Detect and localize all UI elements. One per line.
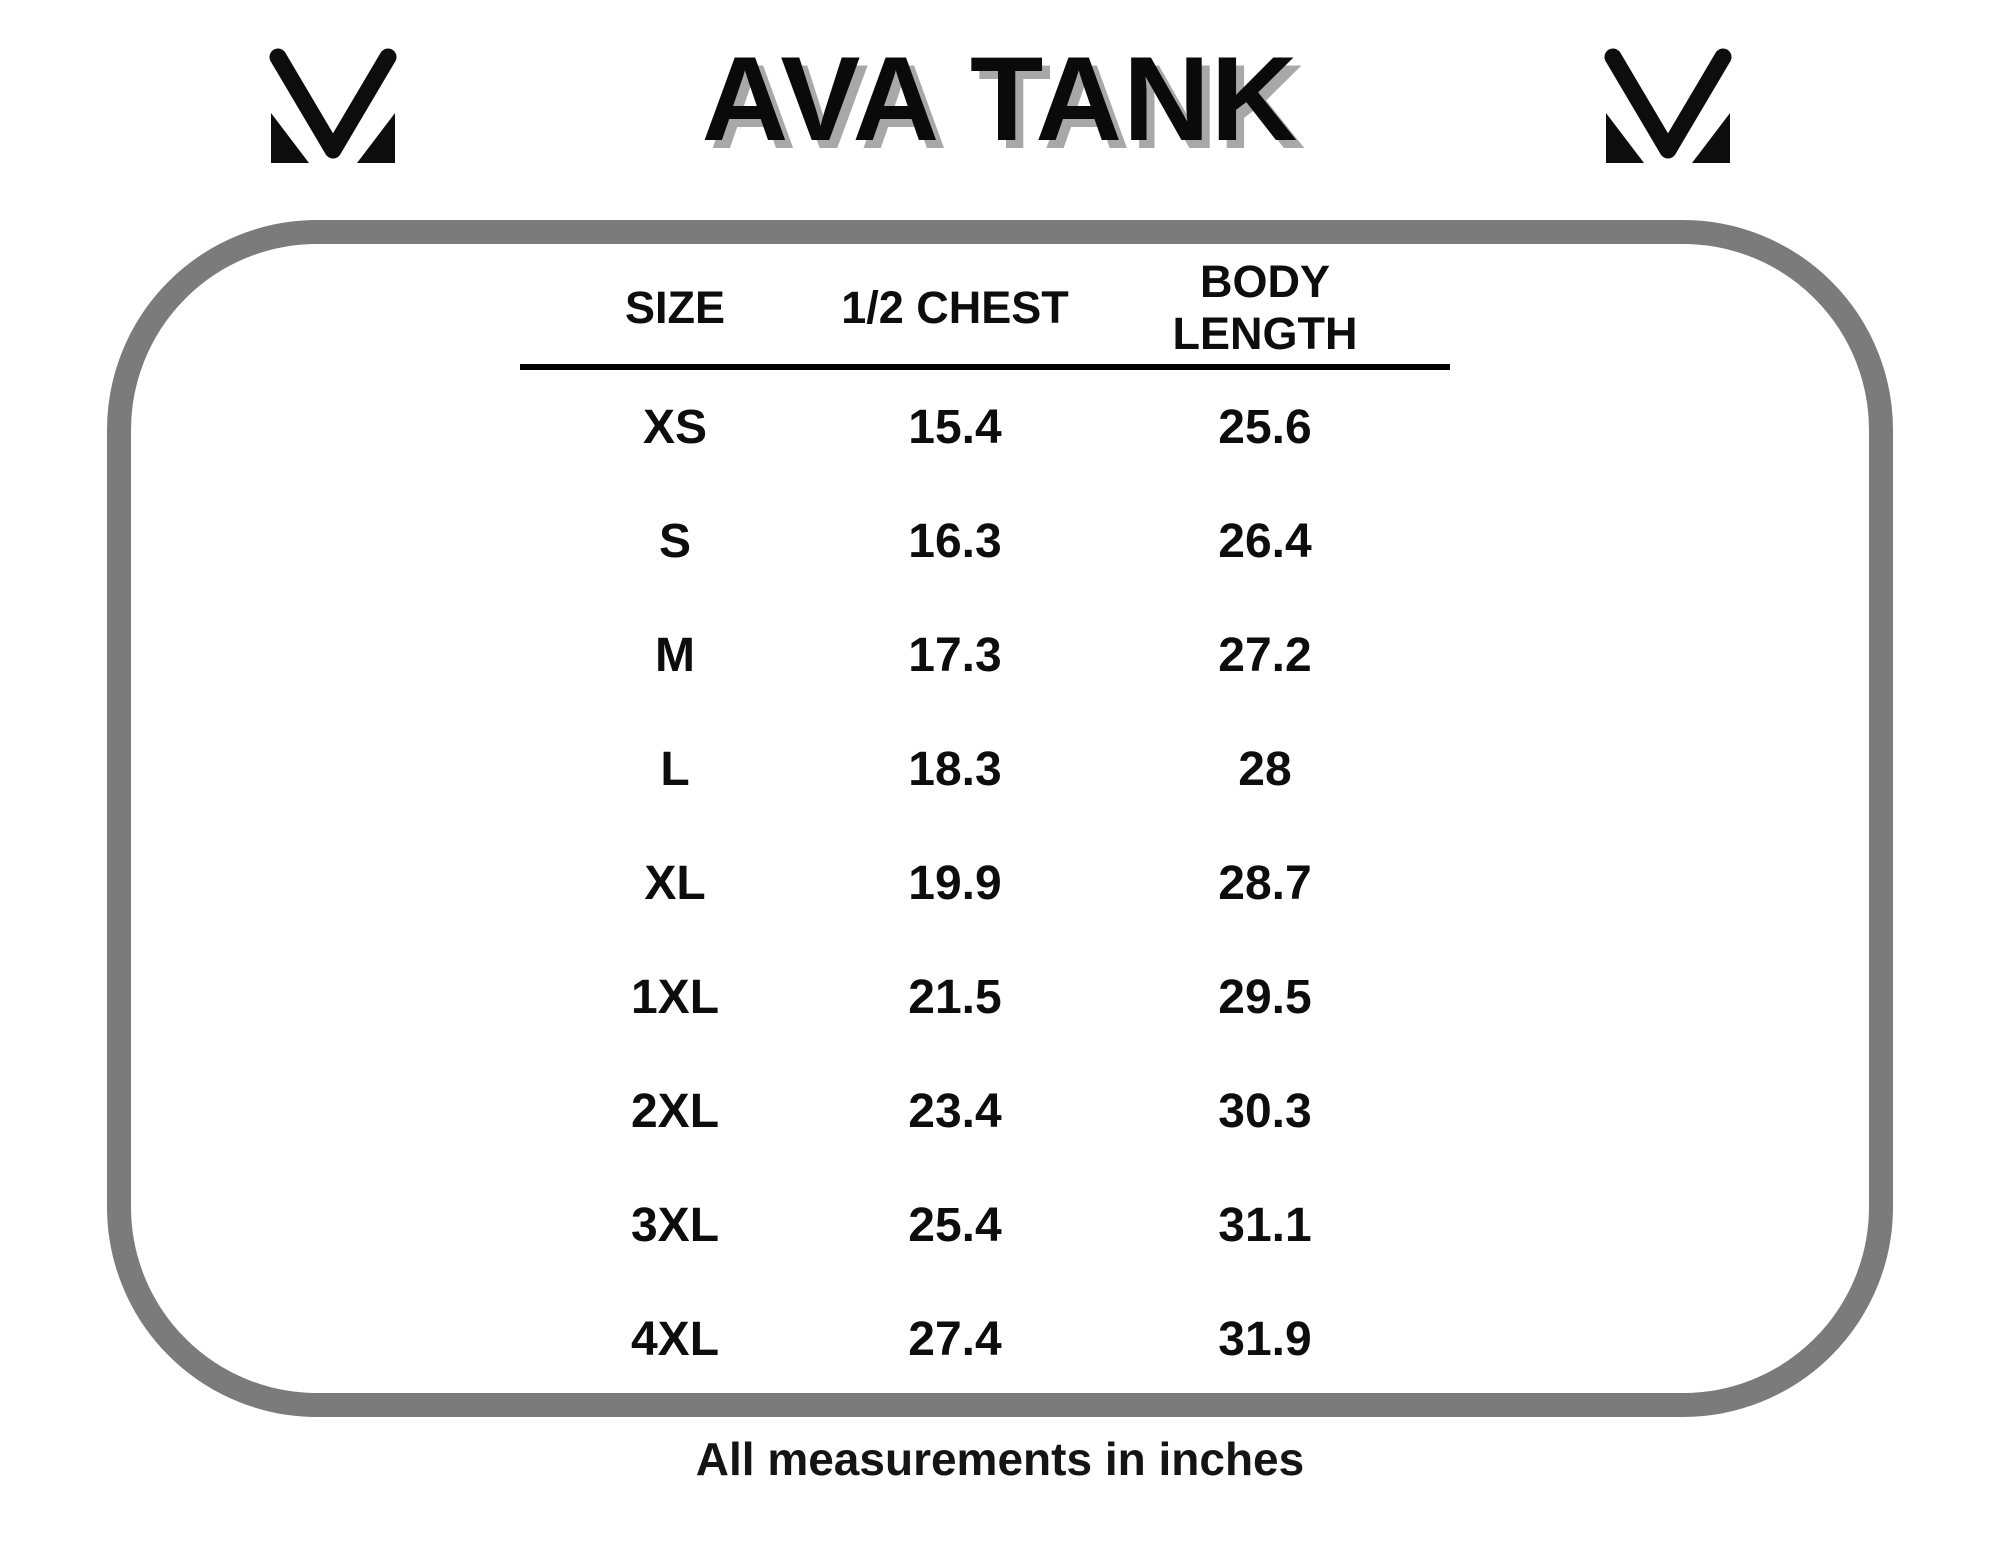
half-chest-cell: 16.3 (908, 514, 1002, 568)
measurements-note: All measurements in inches (695, 1433, 1305, 1485)
column-header-size: SIZE (624, 282, 726, 334)
half-chest-cell: 27.4 (908, 1312, 1002, 1366)
body-length-cell: 31.9 (1218, 1312, 1312, 1366)
body-length-cell: 29.5 (1218, 970, 1312, 1024)
rounded-border-frame (107, 220, 1893, 1417)
size-cell: 3XL (630, 1198, 720, 1252)
half-chest-cell: 18.3 (908, 742, 1002, 796)
half-chest-cell: 23.4 (908, 1084, 1002, 1138)
table-row: XL 19.9 28.7 (520, 826, 1450, 940)
table-row: L 18.3 28 (520, 712, 1450, 826)
column-header-half-chest: 1/2 CHEST (841, 282, 1069, 334)
table-row: 2XL 23.4 30.3 (520, 1054, 1450, 1168)
body-length-cell: 30.3 (1218, 1084, 1312, 1138)
size-table-body: XS 15.4 25.6 S 16.3 26.4 M 17.3 27.2 L 1… (520, 370, 1450, 1396)
column-header-body-length: BODY LENGTH (1172, 256, 1358, 359)
size-cell: 1XL (630, 970, 720, 1024)
half-chest-cell: 21.5 (908, 970, 1002, 1024)
table-row: M 17.3 27.2 (520, 598, 1450, 712)
body-length-cell: 26.4 (1218, 514, 1312, 568)
size-table-header: SIZE 1/2 CHEST BODY LENGTH (520, 252, 1450, 370)
body-length-cell: 27.2 (1218, 628, 1312, 682)
size-cell: M (655, 628, 695, 682)
size-cell: L (660, 742, 690, 796)
table-row: XS 15.4 25.6 (520, 370, 1450, 484)
table-row: S 16.3 26.4 (520, 484, 1450, 598)
half-chest-cell: 17.3 (908, 628, 1002, 682)
table-row: 1XL 21.5 29.5 (520, 940, 1450, 1054)
size-cell: S (658, 514, 691, 568)
half-chest-cell: 25.4 (908, 1198, 1002, 1252)
table-row: 4XL 27.4 31.9 (520, 1282, 1450, 1396)
size-table: SIZE 1/2 CHEST BODY LENGTH XS 15.4 25.6 … (520, 252, 1450, 1396)
half-chest-cell: 19.9 (908, 856, 1002, 910)
size-cell: 2XL (630, 1084, 720, 1138)
size-cell: XS (642, 400, 708, 454)
size-cell: 4XL (630, 1312, 720, 1366)
body-length-cell: 28 (1238, 742, 1292, 796)
size-cell: XL (644, 856, 706, 910)
table-row: 3XL 25.4 31.1 (520, 1168, 1450, 1282)
mv-monogram-icon (1603, 47, 1733, 165)
body-length-cell: 28.7 (1218, 856, 1312, 910)
mv-monogram-icon (268, 47, 398, 165)
body-length-cell: 31.1 (1218, 1198, 1312, 1252)
half-chest-cell: 15.4 (908, 400, 1002, 454)
page-title: AVA TANK (701, 32, 1299, 166)
body-length-cell: 25.6 (1218, 400, 1312, 454)
